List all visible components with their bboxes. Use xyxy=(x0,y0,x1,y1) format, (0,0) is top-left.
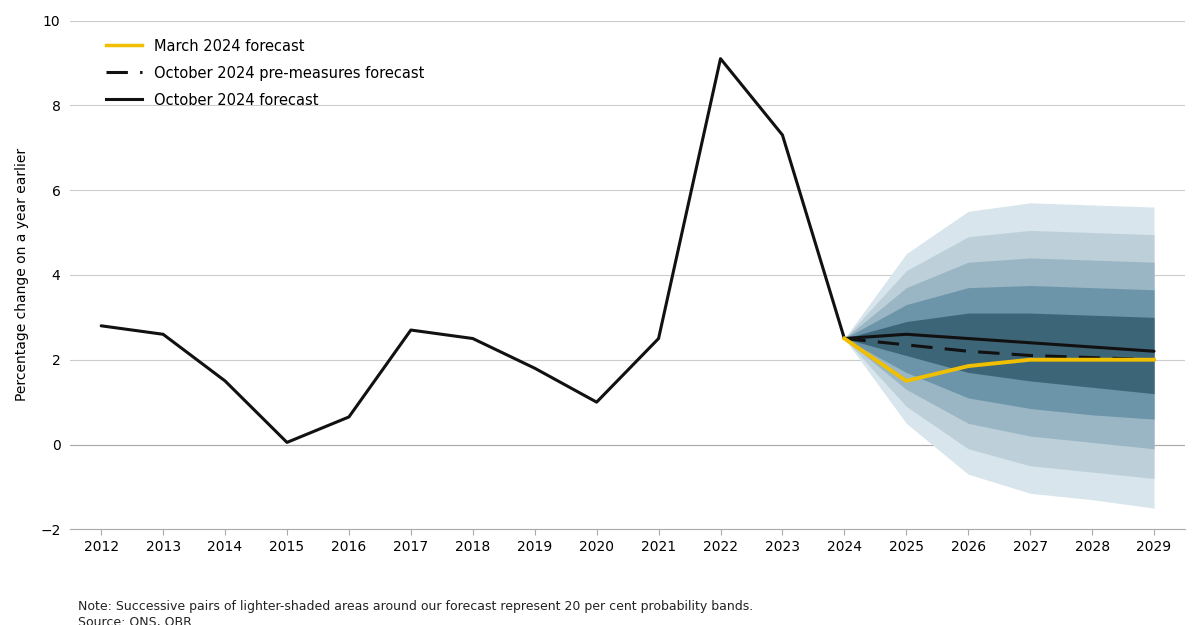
Legend: March 2024 forecast, October 2024 pre-measures forecast, October 2024 forecast: March 2024 forecast, October 2024 pre-me… xyxy=(100,33,430,114)
Text: Source: ONS, OBR: Source: ONS, OBR xyxy=(78,616,192,625)
Y-axis label: Percentage change on a year earlier: Percentage change on a year earlier xyxy=(16,148,29,401)
Text: Note: Successive pairs of lighter-shaded areas around our forecast represent 20 : Note: Successive pairs of lighter-shaded… xyxy=(78,600,754,613)
